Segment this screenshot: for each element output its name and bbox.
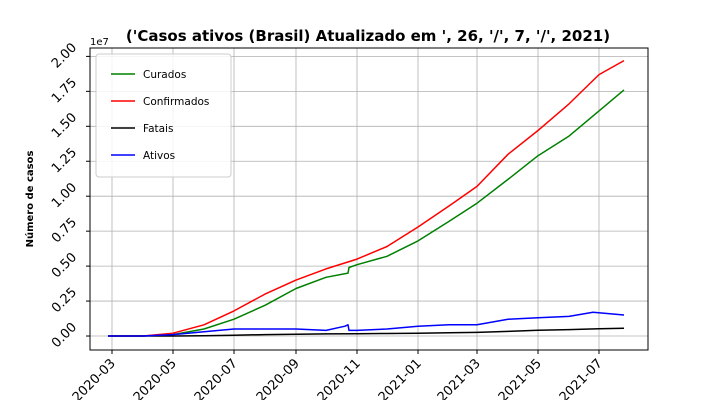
series-lines [108,59,625,337]
y-tick-label: 1.75 [49,75,80,106]
legend: Curados Confirmados Fatais Ativos [95,53,232,178]
y-tick-label: 1.50 [49,110,80,141]
legend-label-confirmados: Confirmados [143,96,209,108]
chart-title: ('Casos ativos (Brasil) Atualizado em ',… [126,27,610,45]
x-tick-label: 2020-09 [254,356,303,400]
series-line-fatais [108,327,625,337]
x-tick-label: 2020-05 [131,356,180,400]
legend-box [95,53,232,178]
x-tick-label: 2020-03 [70,356,119,400]
y-tick-label: 1.25 [49,145,80,176]
legend-label-fatais: Fatais [143,123,173,135]
y-axis-multiplier: 1e7 [90,37,109,48]
series-line-confirmados [108,59,625,337]
x-tick-label: 2021-07 [557,356,606,400]
series-line-ativos [108,311,625,337]
x-tick-label: 2021-01 [376,356,425,400]
x-tick-label: 2021-05 [496,356,545,400]
y-tick-label: 2.00 [49,40,80,71]
y-tick-label: 0.25 [49,285,80,316]
legend-label-curados: Curados [143,69,186,81]
x-tick-label: 2021-03 [435,356,484,400]
legend-label-ativos: Ativos [143,150,175,162]
y-tick-label: 1.00 [49,180,80,211]
y-tick-label: 0.75 [49,215,80,246]
legend-items: Curados Confirmados Fatais Ativos [111,69,209,162]
y-tick-label: 0.50 [49,250,80,281]
x-tick-label: 2020-11 [315,356,364,400]
series-line-curados [108,89,625,337]
y-tick-label: 0.00 [49,320,80,351]
y-axis-label: Número de casos [24,151,36,248]
x-tick-label: 2020-07 [192,356,241,400]
plot-frame [89,47,649,351]
